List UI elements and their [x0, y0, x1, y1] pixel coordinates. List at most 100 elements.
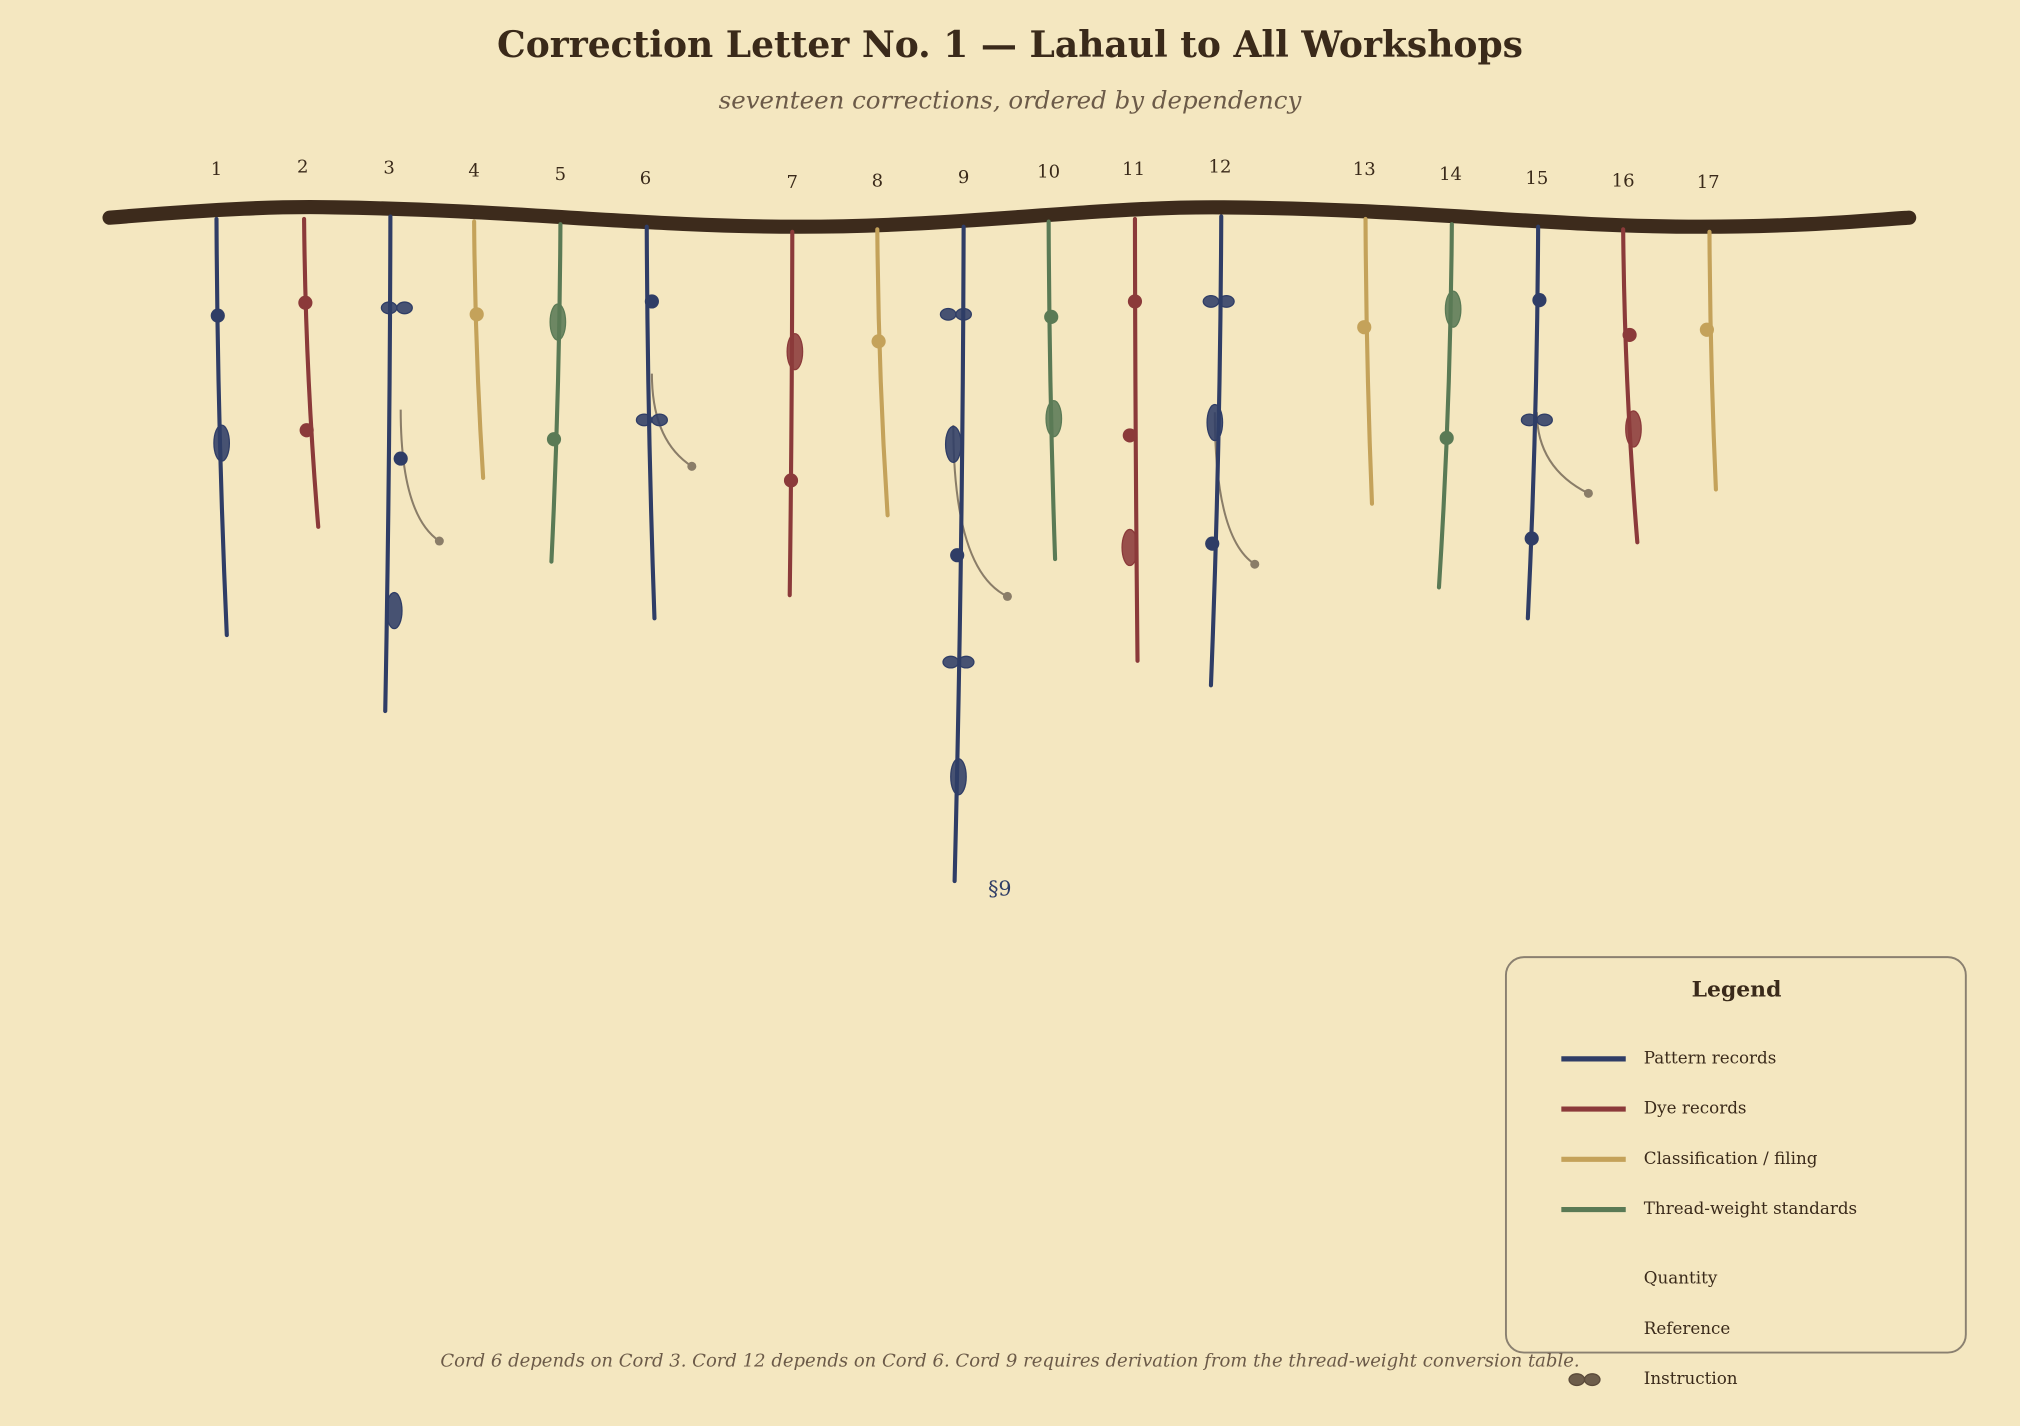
- single-knot: [299, 423, 314, 438]
- subsidiary-end: [687, 461, 697, 471]
- single-knot: [950, 548, 965, 563]
- footer-note: Cord 6 depends on Cord 3. Cord 12 depend…: [440, 1351, 1579, 1372]
- subsidiary-cord: [399, 409, 440, 542]
- pendant-cord: 10: [1037, 162, 1063, 562]
- single-knot: [1122, 428, 1137, 443]
- subsidiary-end: [1583, 488, 1593, 498]
- pendant-cord: 6: [635, 168, 697, 621]
- cord: [875, 227, 890, 518]
- annotation: §9: [988, 877, 1011, 901]
- title: Correction Letter No. 1 — Lahaul to All …: [497, 23, 1523, 66]
- cord: [787, 229, 795, 598]
- cord-label: 8: [872, 171, 883, 192]
- cord: [1208, 214, 1224, 688]
- legend-box: [1504, 956, 1967, 1354]
- figure-eight-knot: [1536, 413, 1553, 427]
- subtitle: seventeen corrections, ordered by depend…: [719, 85, 1303, 114]
- single-knot: [393, 451, 408, 466]
- primary-cord: [102, 200, 1917, 234]
- pendant-cord: 7: [783, 172, 804, 598]
- figure-eight-knot: [1583, 1373, 1601, 1387]
- legend-label: Reference: [1644, 1318, 1731, 1338]
- pendant-cord: 17: [1697, 172, 1720, 492]
- long-knot: [385, 591, 403, 630]
- long-knot: [1121, 528, 1139, 567]
- cord-label: 14: [1439, 164, 1462, 185]
- pendant-cord: 1: [210, 159, 231, 638]
- cord-label: 12: [1209, 156, 1232, 177]
- single-knot: [871, 334, 886, 349]
- figure-eight-knot: [1520, 413, 1538, 427]
- single-knot: [1532, 293, 1547, 308]
- single-knot: [1205, 536, 1220, 551]
- figure-eight-knot: [939, 307, 957, 321]
- long-knot: [1444, 290, 1462, 328]
- single-knot: [298, 295, 313, 310]
- single-knot: [1622, 327, 1637, 343]
- legend-label: Pattern records: [1644, 1047, 1777, 1067]
- figure-eight-knot: [380, 301, 398, 315]
- figure-eight-knot: [957, 655, 975, 669]
- pendant-cord: 9: [939, 167, 1012, 884]
- single-knot: [644, 294, 659, 309]
- single-knot: [1044, 309, 1059, 324]
- legend-label: Instruction: [1644, 1368, 1738, 1388]
- single-knot: [1524, 531, 1539, 546]
- figure-eight-knot: [1218, 294, 1235, 308]
- pendant-cord: 12: [1202, 156, 1260, 688]
- legend-label: Classification / filing: [1644, 1148, 1818, 1168]
- cord-label: 4: [468, 160, 479, 181]
- cord: [549, 222, 563, 564]
- cord-label: 11: [1122, 159, 1145, 180]
- cord-label: 17: [1697, 172, 1720, 193]
- subsidiary-cord: [650, 373, 693, 468]
- single-knot: [1357, 320, 1372, 335]
- cord-label: 13: [1353, 159, 1376, 180]
- single-knot: [210, 308, 225, 323]
- pendant-cords: 1 2 3 4 5 6 7 8 9 10 11 12 13 14 15 16 17: [210, 156, 1720, 884]
- figure-eight-knot: [396, 301, 413, 315]
- cord-label: 15: [1525, 168, 1548, 189]
- cord: [1046, 219, 1058, 562]
- legend-title: Legend: [1692, 977, 1782, 1003]
- figure-eight-knot: [651, 413, 668, 427]
- figure-eight-knot: [635, 413, 653, 427]
- long-knot: [944, 425, 962, 464]
- long-knot: [549, 303, 567, 341]
- subsidiary-end: [1250, 559, 1260, 569]
- subsidiary-end: [1002, 591, 1012, 601]
- pendant-cord: 14: [1436, 164, 1462, 590]
- legend-label: Dye records: [1644, 1098, 1747, 1118]
- cord: [302, 216, 321, 529]
- single-knot: [546, 432, 562, 447]
- pendant-cord: 4: [468, 160, 486, 480]
- cord-label: 5: [555, 164, 566, 185]
- cord: [472, 219, 486, 480]
- long-knot: [786, 332, 804, 371]
- cord-label: 6: [640, 168, 651, 189]
- legend-label: Thread-weight standards: [1644, 1198, 1857, 1218]
- pendant-cord: 3: [380, 158, 444, 714]
- long-knot: [213, 424, 231, 462]
- figure-eight-knot: [955, 307, 972, 321]
- cord-label: 7: [787, 172, 798, 193]
- long-knot: [1625, 410, 1642, 448]
- legend-items: Pattern records Dye records Classification…: [1561, 1047, 1857, 1388]
- figure-eight-knot: [942, 655, 960, 669]
- cord-label: 16: [1612, 171, 1635, 192]
- pendant-cord: 8: [871, 171, 890, 518]
- subsidiary-end: [434, 536, 444, 546]
- cord-label: 3: [383, 158, 394, 179]
- cord-label: 9: [958, 167, 969, 188]
- pendant-cord: 2: [297, 156, 321, 529]
- single-knot: [783, 473, 799, 488]
- cord-label: 1: [211, 159, 222, 180]
- figure-eight-knot: [1568, 1373, 1586, 1387]
- single-knot: [1699, 322, 1714, 337]
- pendant-cord: 5: [546, 164, 567, 564]
- pendant-cord: 15: [1520, 168, 1593, 621]
- subsidiary-cord: [1535, 412, 1589, 495]
- cord-label: 2: [297, 156, 308, 177]
